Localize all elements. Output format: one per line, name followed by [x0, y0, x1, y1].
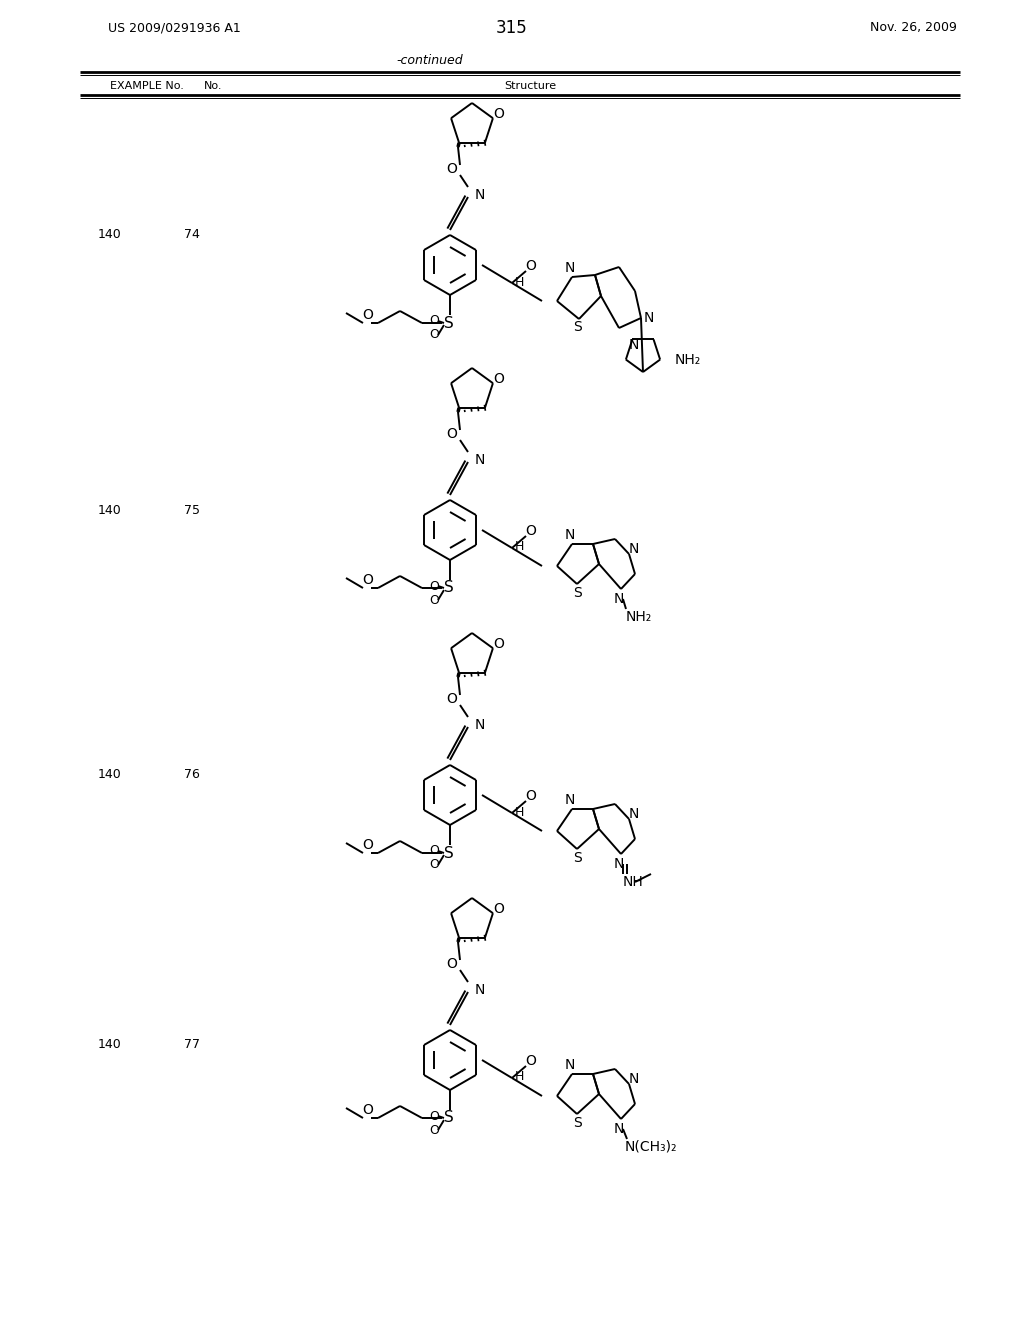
Text: NH₂: NH₂ [675, 352, 701, 367]
Text: O: O [429, 858, 439, 871]
Text: O: O [446, 426, 458, 441]
Text: S: S [444, 846, 454, 861]
Text: N: N [475, 187, 485, 202]
Text: H: H [514, 805, 523, 818]
Text: 77: 77 [184, 1039, 200, 1052]
Text: O: O [525, 259, 537, 273]
Text: 75: 75 [184, 503, 200, 516]
Text: S: S [572, 586, 582, 601]
Text: Structure: Structure [504, 81, 556, 91]
Text: N: N [629, 1072, 639, 1086]
Text: N: N [613, 1122, 625, 1137]
Text: N: N [629, 338, 639, 352]
Text: O: O [525, 1053, 537, 1068]
Text: EXAMPLE No.: EXAMPLE No. [110, 81, 184, 91]
Text: N: N [629, 807, 639, 821]
Text: N: N [613, 591, 625, 606]
Text: O: O [446, 162, 458, 176]
Text: -continued: -continued [396, 54, 463, 66]
Text: O: O [494, 372, 505, 387]
Text: NH: NH [623, 875, 644, 888]
Text: N: N [613, 857, 625, 871]
Text: N: N [565, 793, 575, 807]
Text: S: S [444, 581, 454, 595]
Text: S: S [572, 851, 582, 865]
Text: O: O [429, 579, 439, 593]
Text: N: N [565, 261, 575, 275]
Text: O: O [429, 1110, 439, 1122]
Text: O: O [362, 308, 374, 322]
Text: O: O [429, 845, 439, 858]
Text: 315: 315 [496, 18, 528, 37]
Text: Nov. 26, 2009: Nov. 26, 2009 [870, 21, 956, 34]
Text: N: N [629, 543, 639, 556]
Text: 140: 140 [98, 503, 122, 516]
Text: NH₂: NH₂ [626, 610, 652, 624]
Text: O: O [429, 329, 439, 342]
Text: No.: No. [204, 81, 222, 91]
Text: S: S [572, 1115, 582, 1130]
Text: 140: 140 [98, 768, 122, 781]
Text: N: N [475, 718, 485, 733]
Text: O: O [446, 957, 458, 972]
Text: 140: 140 [98, 228, 122, 242]
Text: S: S [444, 1110, 454, 1126]
Text: N: N [565, 528, 575, 543]
Text: S: S [444, 315, 454, 330]
Text: N: N [475, 983, 485, 997]
Text: N: N [565, 1059, 575, 1072]
Text: O: O [494, 107, 505, 121]
Text: H: H [514, 540, 523, 553]
Text: S: S [572, 319, 582, 334]
Text: O: O [494, 638, 505, 651]
Text: O: O [362, 573, 374, 587]
Text: O: O [446, 692, 458, 706]
Text: 76: 76 [184, 768, 200, 781]
Text: 140: 140 [98, 1039, 122, 1052]
Text: O: O [525, 789, 537, 803]
Text: O: O [362, 1104, 374, 1117]
Text: N: N [475, 453, 485, 467]
Text: 74: 74 [184, 228, 200, 242]
Text: O: O [429, 1123, 439, 1137]
Text: O: O [494, 902, 505, 916]
Text: US 2009/0291936 A1: US 2009/0291936 A1 [108, 21, 241, 34]
Text: H: H [514, 1071, 523, 1084]
Text: O: O [525, 524, 537, 539]
Text: H: H [514, 276, 523, 289]
Text: O: O [429, 594, 439, 606]
Text: N(CH₃)₂: N(CH₃)₂ [625, 1140, 678, 1154]
Text: O: O [429, 314, 439, 327]
Text: O: O [362, 838, 374, 851]
Text: N: N [644, 312, 654, 325]
